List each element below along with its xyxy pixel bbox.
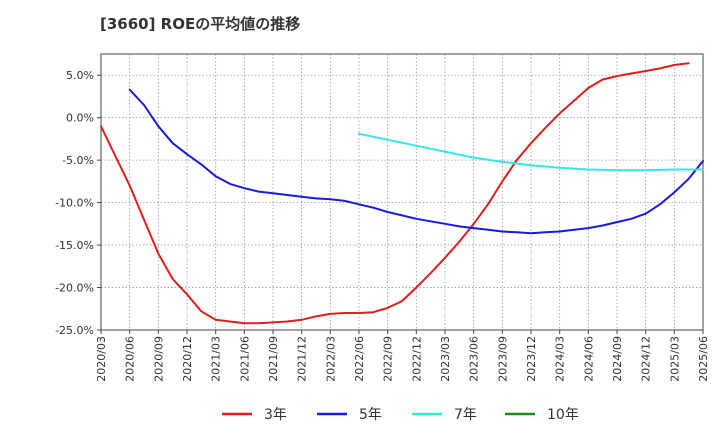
y-axis: 5.0% 0.0% -5.0% -10.0% -15.0% -20.0% -25.0% bbox=[55, 69, 101, 337]
legend-label-2: 7年 bbox=[454, 407, 477, 423]
x-tick-label: 2024/09 bbox=[611, 336, 624, 382]
y-tick-label: -5.0% bbox=[62, 154, 94, 167]
series-line-0 bbox=[100, 62, 690, 325]
x-tick-label: 2023/12 bbox=[525, 336, 538, 382]
x-axis: 2020/03 2020/06 2020/09 2020/12 2021/03 2021/… bbox=[95, 330, 710, 382]
x-tick-label: 2022/12 bbox=[410, 336, 423, 382]
legend: 3年 5年 7年 10年 bbox=[222, 407, 579, 423]
legend-label-0: 3年 bbox=[264, 407, 287, 423]
x-tick-label: 2022/09 bbox=[382, 336, 395, 382]
x-tick-label: 2024/06 bbox=[582, 336, 595, 382]
legend-label-1: 5年 bbox=[359, 407, 382, 423]
x-tick-label: 2020/03 bbox=[95, 336, 108, 382]
x-tick-label: 2024/12 bbox=[640, 336, 653, 382]
y-tick-label: 0.0% bbox=[66, 112, 94, 125]
x-tick-label: 2023/06 bbox=[468, 336, 481, 382]
y-tick-label: 5.0% bbox=[66, 69, 94, 82]
x-tick-label: 2022/06 bbox=[353, 336, 366, 382]
y-tick-label: -10.0% bbox=[55, 197, 94, 210]
x-tick-label: 2020/06 bbox=[124, 336, 137, 382]
x-tick-label: 2021/03 bbox=[210, 336, 223, 382]
grid-lines bbox=[101, 54, 703, 330]
x-tick-label: 2022/03 bbox=[324, 336, 337, 382]
y-tick-label: -15.0% bbox=[55, 239, 94, 252]
plot-frame bbox=[100, 53, 704, 331]
x-tick-label: 2024/03 bbox=[554, 336, 567, 382]
legend-label-3: 10年 bbox=[547, 407, 579, 423]
x-tick-label: 2021/09 bbox=[267, 336, 280, 382]
x-tick-label: 2023/03 bbox=[439, 336, 452, 382]
x-tick-label: 2020/09 bbox=[152, 336, 165, 382]
x-tick-label: 2025/06 bbox=[697, 336, 710, 382]
y-tick-label: -20.0% bbox=[55, 282, 94, 295]
x-tick-label: 2021/06 bbox=[238, 336, 251, 382]
series-line-2 bbox=[358, 132, 704, 172]
x-tick-label: 2023/09 bbox=[496, 336, 509, 382]
x-tick-label: 2020/12 bbox=[181, 336, 194, 382]
x-tick-label: 2025/03 bbox=[668, 336, 681, 382]
series-line-1 bbox=[128, 88, 704, 235]
chart-title: [3660] ROEの平均値の推移 bbox=[100, 15, 300, 33]
y-tick-label: -25.0% bbox=[55, 324, 94, 337]
x-tick-label: 2021/12 bbox=[296, 336, 309, 382]
series-lines bbox=[100, 62, 704, 325]
